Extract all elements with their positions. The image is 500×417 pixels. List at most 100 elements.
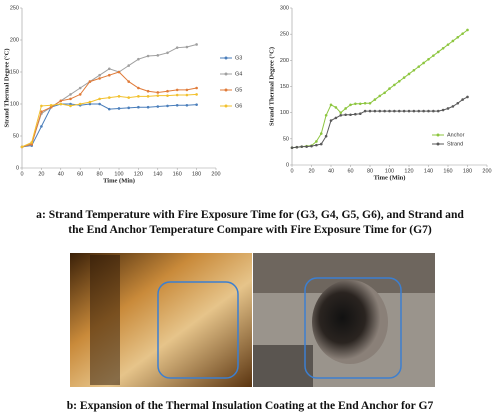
point [117,70,121,74]
caption-line: the End Anchor Temperature Compare with … [68,223,432,236]
point [127,106,130,110]
point [49,103,53,107]
point [300,145,304,148]
point [137,105,140,109]
x-tick-label: 120 [404,168,413,174]
point [185,103,189,107]
point [373,109,377,113]
point [108,96,111,99]
point [98,102,101,106]
point [402,76,406,79]
point [456,36,460,39]
point [185,93,189,97]
point [344,113,347,117]
legend-marker [224,104,228,108]
x-tick-label: 200 [211,171,220,177]
point [146,95,150,98]
point [175,88,179,92]
point [466,28,469,32]
point [98,73,101,77]
point [108,67,111,71]
point [166,104,169,108]
y-tick-label: 0 [286,162,289,168]
series-line [21,93,197,148]
y-tick-label: 50 [283,136,289,142]
x-tick-label: 80 [97,171,103,177]
point [441,108,445,112]
point [166,89,169,93]
point [88,102,92,106]
legend-marker [224,56,228,60]
point [466,95,469,99]
point [339,113,343,117]
point [195,103,198,106]
point [436,50,440,54]
photo-floor [253,345,313,387]
y-tick-label: 250 [10,5,19,11]
point [368,101,372,105]
series-line [21,103,197,148]
point [108,107,111,111]
legend-marker [224,72,228,76]
legend-marker [436,142,440,146]
y-tick-label: 150 [280,84,289,90]
point [146,54,150,58]
point [315,140,318,143]
point [305,145,308,148]
photos [70,253,435,387]
point [432,54,435,57]
y-tick-label: 50 [13,133,19,139]
point [451,105,455,108]
point [349,113,352,117]
x-tick-label: 60 [347,168,353,174]
point [397,109,401,113]
point [417,65,421,68]
point [446,43,450,46]
point [137,95,140,98]
point [88,80,92,83]
point [324,113,328,117]
point [69,93,72,96]
x-tick-label: 160 [443,168,452,174]
point [378,94,382,98]
point [388,109,391,113]
point [427,109,430,113]
point [117,95,121,98]
x-tick-label: 0 [20,171,23,177]
point [98,97,101,101]
point [78,93,82,96]
point [127,64,130,67]
y-tick-label: 0 [16,165,19,171]
point [175,93,179,97]
point [446,107,450,110]
point [185,45,189,49]
point [59,102,63,106]
point [40,104,43,108]
x-tick-label: 100 [114,171,123,177]
caption-a: a: Strand Temperature with Fire Exposure… [0,207,500,237]
point [175,46,179,49]
point [98,77,101,80]
point [69,104,72,108]
y-tick-label: 150 [10,69,19,75]
series-line [291,96,468,149]
x-tick-label: 140 [153,171,162,177]
legend-label: G4 [235,71,242,77]
point [78,86,82,90]
y-tick-label: 100 [10,101,19,107]
point [117,107,121,110]
point [358,102,362,106]
y-tick-label: 250 [280,32,289,38]
legend-marker [224,88,228,92]
x-tick-label: 60 [77,171,83,177]
point [422,109,425,113]
point [412,68,416,72]
point [412,109,416,113]
point [393,109,396,113]
point [20,145,24,149]
point [290,146,294,150]
x-tick-label: 40 [58,171,64,177]
point [334,116,338,120]
point [383,109,386,113]
point [417,109,421,113]
